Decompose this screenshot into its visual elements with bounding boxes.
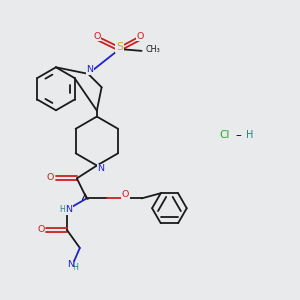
Text: O: O bbox=[47, 173, 54, 182]
Text: O: O bbox=[37, 225, 44, 234]
Text: H: H bbox=[59, 205, 65, 214]
Text: Cl: Cl bbox=[220, 130, 230, 140]
Text: H: H bbox=[66, 263, 72, 272]
Text: CH₃: CH₃ bbox=[146, 45, 160, 54]
Text: O: O bbox=[136, 32, 144, 41]
Text: N: N bbox=[86, 65, 93, 74]
Text: H: H bbox=[72, 263, 78, 272]
Text: O: O bbox=[94, 32, 101, 41]
Text: S: S bbox=[116, 42, 123, 52]
Text: –: – bbox=[235, 129, 241, 142]
Text: N: N bbox=[66, 205, 73, 214]
Text: O: O bbox=[122, 190, 129, 199]
Text: N: N bbox=[67, 260, 74, 269]
Text: H: H bbox=[246, 130, 254, 140]
Text: N: N bbox=[97, 164, 104, 173]
